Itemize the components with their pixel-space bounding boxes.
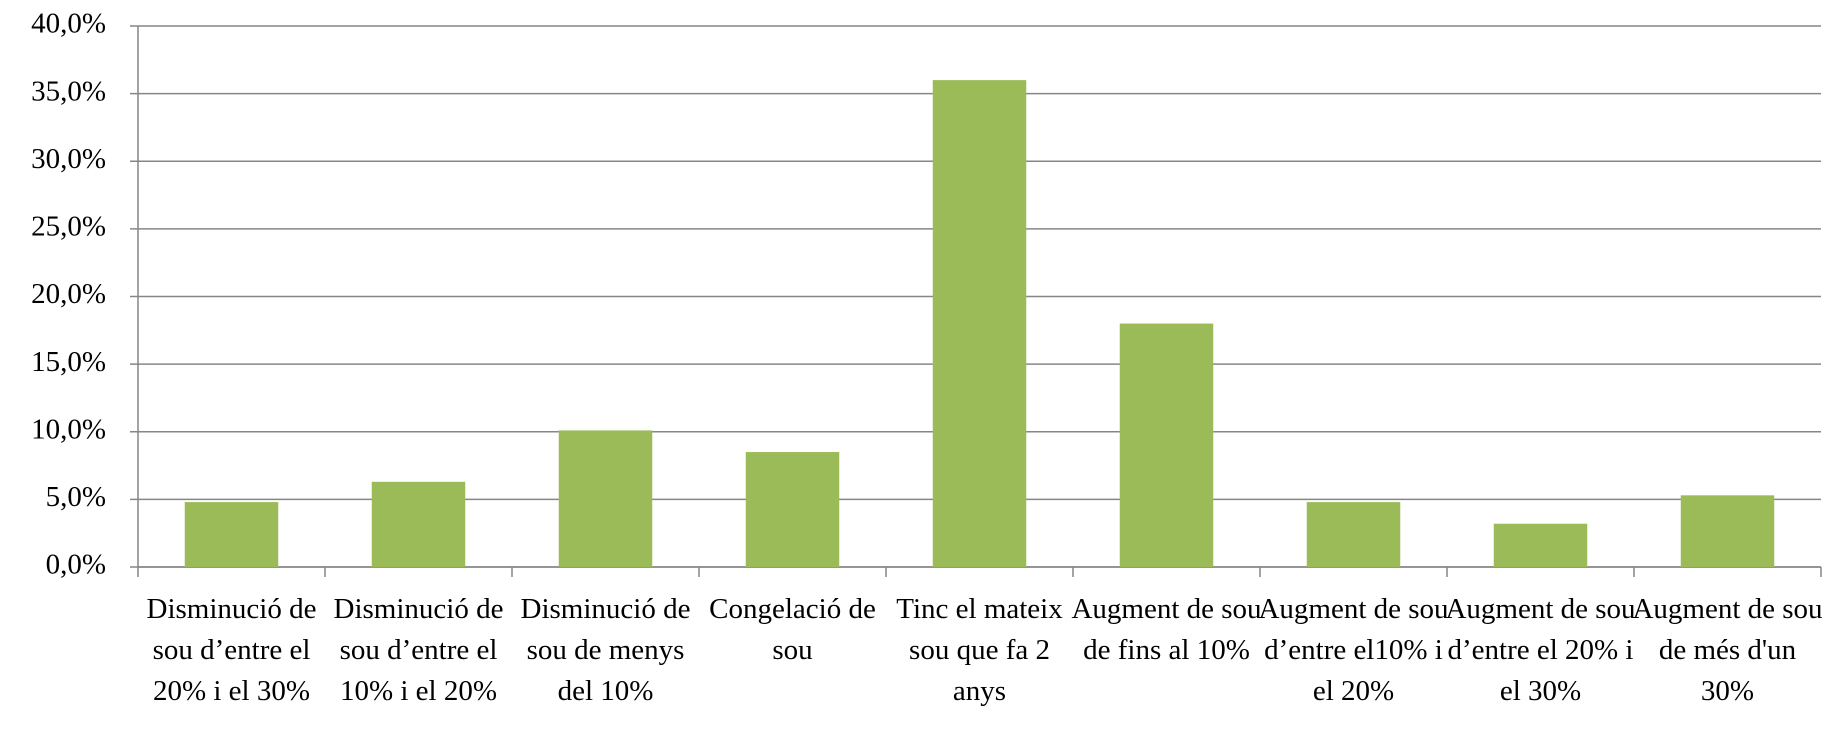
bar [184, 502, 279, 567]
x-tick-label: Disminució de sou d’entre el 10% i el 20… [333, 593, 504, 707]
x-tick-label: Augment de sou de fins al 10% [1071, 593, 1262, 666]
y-tick-label: 15,0% [31, 346, 106, 378]
x-tick-label: Disminució de sou d’entre el 20% i el 30… [146, 593, 317, 707]
x-tick-label: Tinc el mateix sou que fa 2 anys [896, 593, 1063, 707]
y-tick-label: 10,0% [31, 413, 106, 445]
x-tick-label: Augment de sou d’entre el10% i el 20% [1258, 593, 1449, 707]
y-tick-label: 25,0% [31, 211, 106, 243]
y-tick-label: 40,0% [31, 8, 106, 40]
bar [1306, 502, 1401, 567]
y-tick-label: 35,0% [31, 75, 106, 107]
y-tick-label: 5,0% [46, 481, 106, 513]
x-tick-label: Congelació de sou [709, 593, 876, 666]
y-tick-label: 20,0% [31, 278, 106, 310]
x-tick-label: Disminució de sou de menys del 10% [520, 593, 691, 707]
bar [558, 430, 653, 567]
bar [745, 452, 840, 567]
bar [371, 481, 466, 567]
bar [932, 80, 1027, 567]
x-tick-label: Augment de sou de més d'un 30% [1632, 593, 1823, 707]
x-tick-label: Augment de sou d’entre el 20% i el 30% [1445, 593, 1636, 707]
bar [1680, 495, 1775, 567]
bar [1119, 323, 1214, 567]
y-tick-label: 30,0% [31, 143, 106, 175]
y-tick-label: 0,0% [46, 549, 106, 581]
bar [1493, 523, 1588, 567]
